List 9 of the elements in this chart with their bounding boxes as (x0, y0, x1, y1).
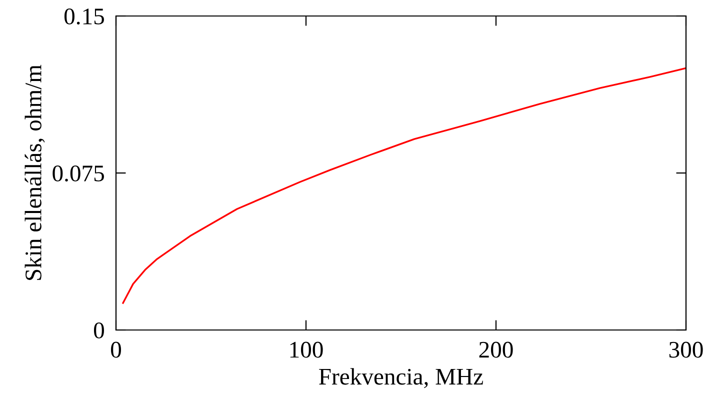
x-tick-label: 200 (479, 342, 513, 358)
y-tick-label: 0.15 (64, 8, 104, 25)
x-tick-label: 0 (110, 342, 122, 358)
y-axis-title: Skin ellenállás, ohm/m (24, 64, 45, 280)
y-tick-label: 0.075 (52, 165, 104, 182)
y-tick-label: 0 (94, 322, 104, 338)
x-axis-title: Frekvencia, MHz (319, 368, 483, 388)
x-tick-label: 300 (669, 342, 703, 358)
x-tick-label: 100 (290, 342, 323, 358)
